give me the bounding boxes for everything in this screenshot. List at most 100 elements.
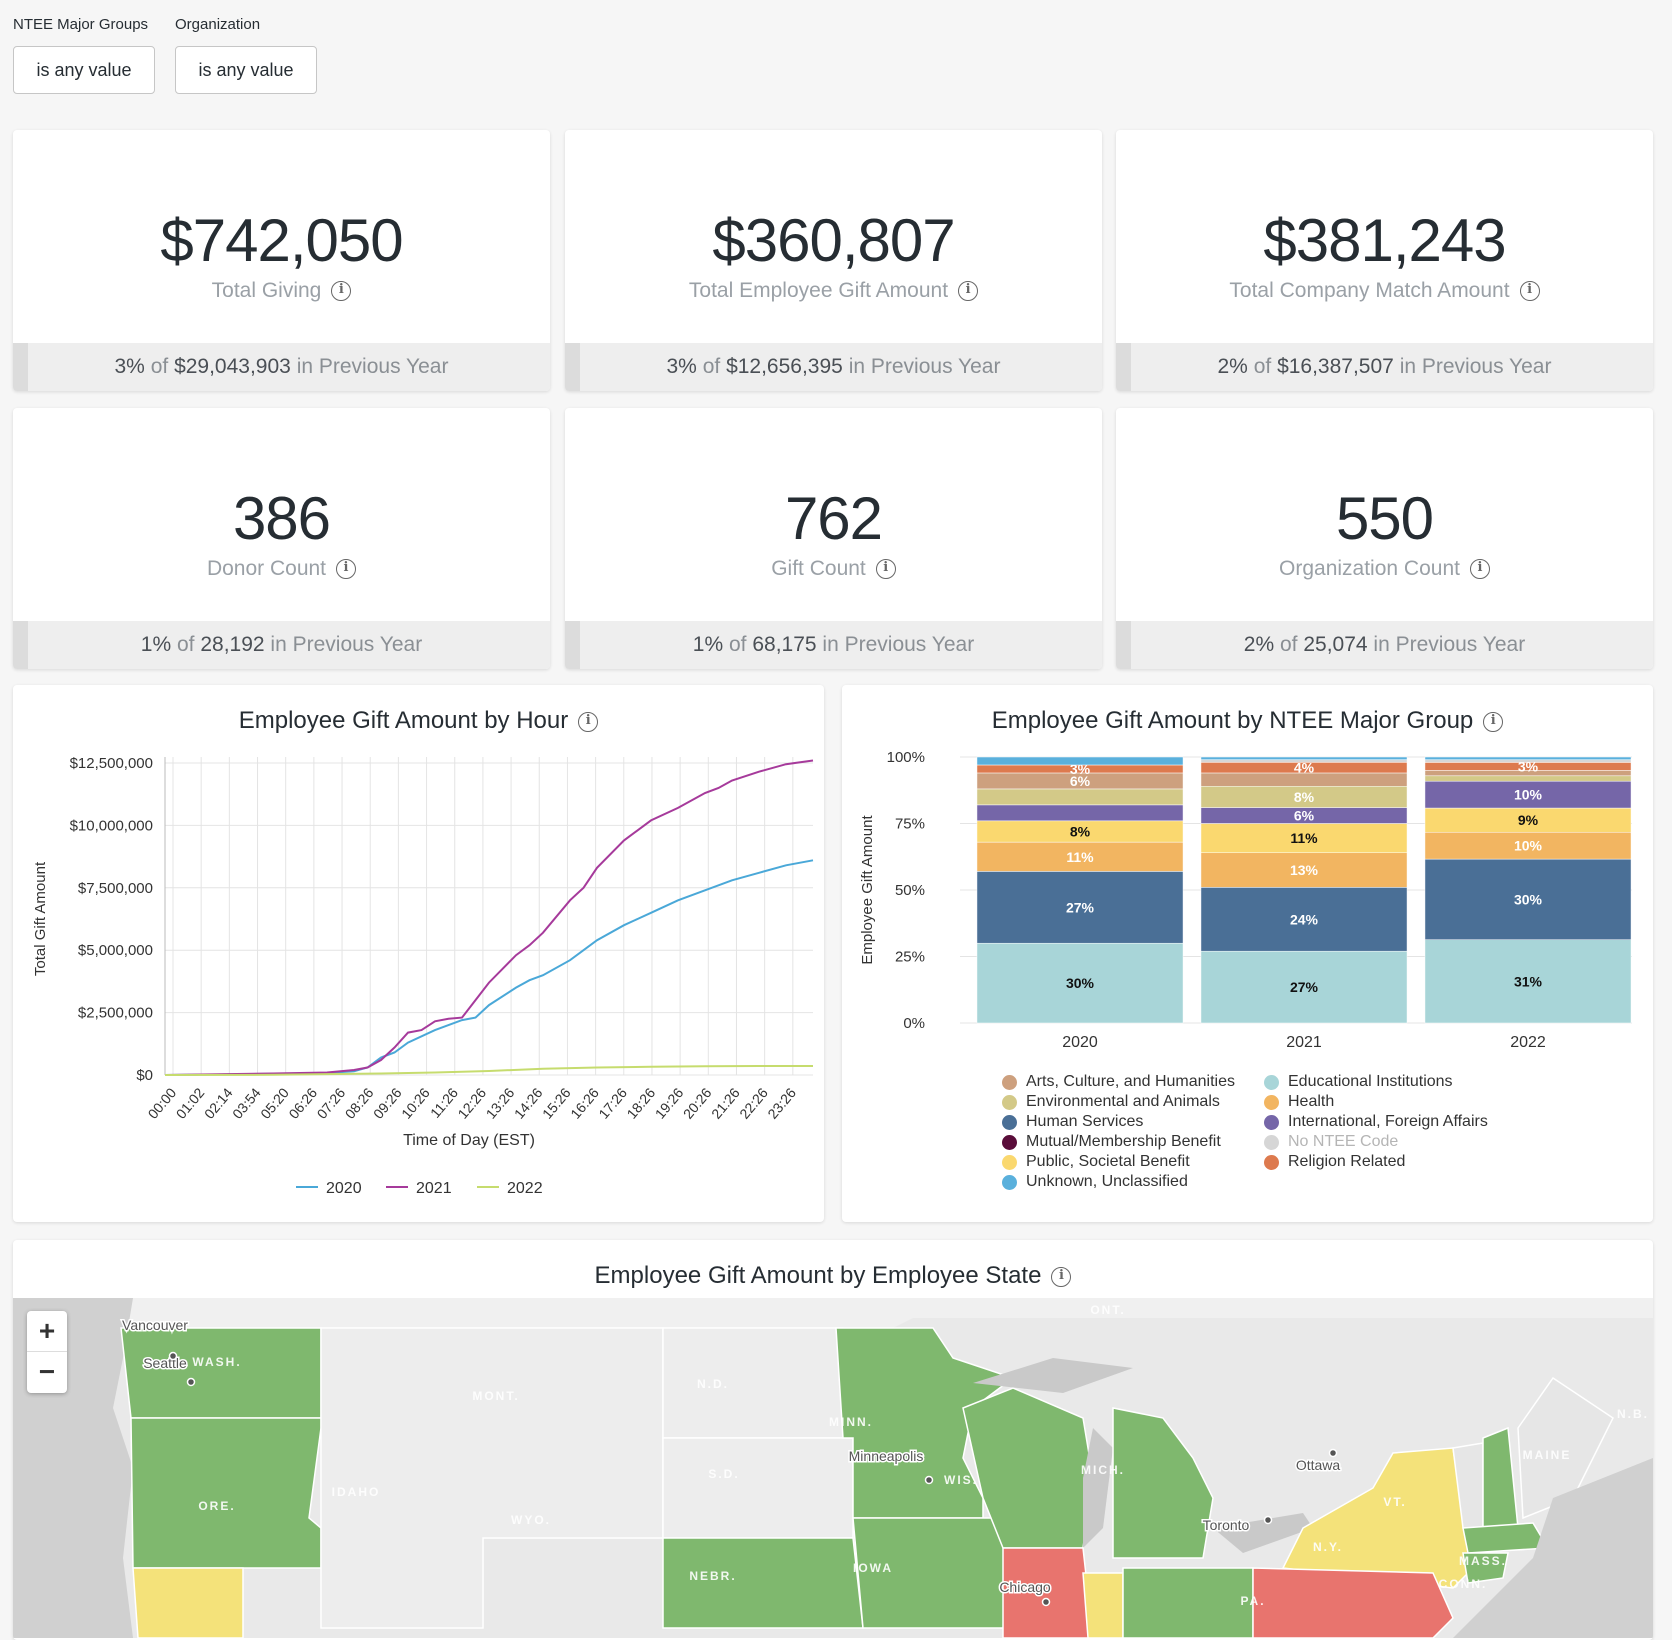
ntee-filter-button[interactable]: is any value [13, 46, 155, 94]
x-tick-label: 20:26 [680, 1084, 715, 1121]
map-label: WIS. [944, 1473, 978, 1487]
legend-swatch [1264, 1074, 1279, 1090]
kpi-pct: 2% [1217, 355, 1248, 378]
legend-item[interactable]: Educational Institutions [1264, 1073, 1453, 1091]
bar-segment[interactable] [976, 804, 1184, 822]
bar-segment[interactable] [1200, 823, 1408, 854]
info-icon[interactable]: i [958, 281, 979, 302]
x-tick-label: 05:20 [257, 1084, 292, 1121]
bar-segment[interactable] [1424, 775, 1632, 782]
legend-label: International, Foreign Affairs [1288, 1113, 1488, 1130]
map-labels: Vancouver Seattle WASH. ORE. IDAHO MONT. WYO. N… [121, 1303, 1647, 1608]
state-ohio[interactable] [1122, 1567, 1254, 1638]
info-icon[interactable]: i [1469, 559, 1490, 580]
legend-label[interactable]: 2022 [507, 1180, 543, 1197]
bar-segment[interactable] [976, 756, 1184, 766]
state-oregon[interactable] [130, 1417, 322, 1569]
state-indiana[interactable] [1082, 1572, 1124, 1638]
zoom-out-button[interactable]: − [38, 1356, 56, 1387]
legend-swatch [1264, 1134, 1279, 1150]
legend-label[interactable]: 2021 [416, 1180, 452, 1197]
state-connecticut[interactable] [1462, 1552, 1509, 1584]
x-tick-label: 08:26 [342, 1084, 377, 1121]
state-washington[interactable] [120, 1327, 322, 1419]
info-icon[interactable]: i [336, 559, 357, 580]
x-tick-label: 21:26 [708, 1084, 743, 1121]
kpi-label: Total Employee Gift Amount i [565, 279, 1102, 303]
chart-title: Employee Gift Amount by NTEE Major Group… [842, 707, 1653, 735]
lake-superior [973, 1358, 1133, 1393]
legend-item[interactable]: Human Services [1002, 1113, 1143, 1131]
state-illinois[interactable] [1002, 1547, 1094, 1638]
kpi-comparison: 3% of $12,656,395 in Previous Year [565, 343, 1102, 391]
bar-segment[interactable] [1424, 939, 1632, 1024]
legend-item[interactable]: Environmental and Animals [1002, 1093, 1220, 1111]
bar-segment[interactable] [1200, 950, 1408, 1024]
map-label: IOWA [853, 1561, 893, 1575]
kpi-card-donor-count: 386 Donor Count i 1% of 28,192 in Previous … [13, 408, 550, 669]
legend-label[interactable]: 2020 [326, 1180, 362, 1197]
bar-segment[interactable] [976, 841, 1184, 872]
map-label: Minneapolis [849, 1448, 924, 1464]
info-icon[interactable]: i [1483, 711, 1504, 732]
state-nebraska[interactable] [662, 1537, 864, 1629]
kpi-of: of [150, 355, 169, 378]
bar-data-label: 27% [1290, 979, 1319, 995]
bar-segment[interactable] [1424, 807, 1632, 833]
kpi-comparison: 1% of 68,175 in Previous Year [565, 621, 1102, 669]
map-label: NEBR. [689, 1569, 736, 1583]
info-icon[interactable]: i [1051, 1266, 1072, 1287]
kpi-label: Donor Count i [13, 557, 550, 581]
info-icon[interactable]: i [578, 711, 599, 732]
bar-segment[interactable] [1200, 887, 1408, 952]
bar-segment[interactable] [976, 788, 1184, 806]
legend-item[interactable]: Health [1264, 1093, 1334, 1111]
bar-segment[interactable] [1424, 756, 1632, 760]
legend-item[interactable]: Public, Societal Benefit [1002, 1153, 1190, 1171]
bar-chart-card: Employee Gift Amount by NTEE Major Group… [842, 685, 1653, 1222]
bar-segment[interactable] [1200, 756, 1408, 760]
legend-item[interactable]: Unknown, Unclassified [1002, 1173, 1188, 1191]
info-icon[interactable]: i [1519, 281, 1540, 302]
legend-label: Health [1288, 1093, 1335, 1110]
bar-segment[interactable] [976, 942, 1184, 1024]
bar-segment[interactable] [976, 871, 1184, 944]
y-axis-label: Employee Gift Amount [859, 815, 876, 965]
info-icon[interactable]: i [331, 281, 352, 302]
state-michigan[interactable] [1112, 1407, 1214, 1559]
bar-data-label: 13% [1290, 862, 1319, 878]
bar-segment[interactable] [1200, 852, 1408, 888]
zoom-in-button[interactable]: + [27, 1311, 67, 1352]
map-label: N.D. [697, 1377, 729, 1391]
legend-item[interactable]: Religion Related [1264, 1153, 1405, 1171]
bar-segment[interactable] [1424, 858, 1632, 940]
kpi-card-gift-count: 762 Gift Count i 1% of 68,175 in Previous Y… [565, 408, 1102, 669]
state-massachusetts[interactable] [1462, 1522, 1550, 1554]
y-tick-label: 75% [895, 816, 925, 833]
legend-item[interactable]: No NTEE Code [1264, 1133, 1398, 1151]
x-tick-label: 06:26 [285, 1084, 320, 1121]
choropleth-map[interactable]: Vancouver Seattle WASH. ORE. IDAHO MONT. WYO. N… [13, 1298, 1653, 1638]
y-tick-label: $2,500,000 [78, 1005, 153, 1022]
bar-segment[interactable] [1200, 759, 1408, 763]
bar-segment[interactable] [1424, 759, 1632, 763]
y-tick-label: 50% [895, 882, 925, 899]
x-tick-label: 03:54 [229, 1084, 264, 1121]
kpi-label-text: Total Employee Gift Amount [688, 279, 949, 302]
map-label: PA. [1240, 1594, 1265, 1608]
kpi-pct: 1% [140, 633, 172, 656]
state-california[interactable] [132, 1567, 244, 1638]
bar-segment[interactable] [1424, 831, 1632, 860]
kpi-label-text: Donor Count [206, 557, 327, 580]
organization-filter-button[interactable]: is any value [175, 46, 317, 94]
legend-item[interactable]: Arts, Culture, and Humanities [1002, 1073, 1235, 1091]
info-icon[interactable]: i [875, 559, 896, 580]
x-tick-label: 09:26 [370, 1084, 405, 1121]
map-label: ORE. [198, 1499, 235, 1513]
kpi-of: of [728, 633, 747, 656]
kpi-pct: 3% [114, 355, 145, 378]
legend-item[interactable]: Mutual/Membership Benefit [1002, 1133, 1221, 1151]
legend-item[interactable]: International, Foreign Affairs [1264, 1113, 1488, 1131]
state-minnesota[interactable] [835, 1327, 1015, 1519]
bar-data-label: 24% [1290, 911, 1319, 927]
